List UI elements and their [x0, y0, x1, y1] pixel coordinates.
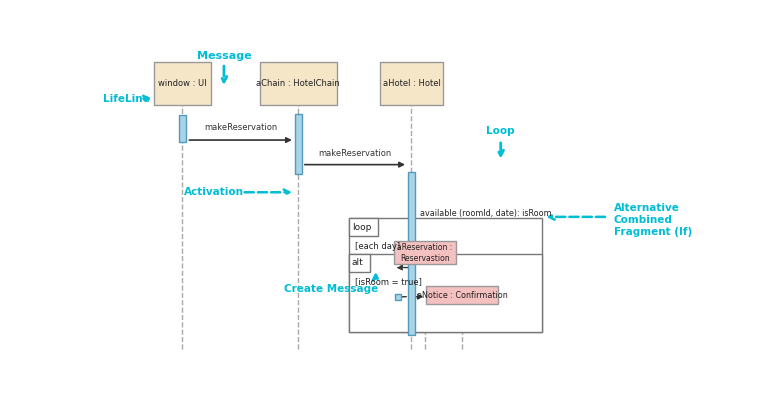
- Bar: [349, 218, 542, 332]
- Text: Activation: Activation: [184, 187, 244, 197]
- Text: loop: loop: [353, 223, 372, 232]
- Text: Message: Message: [197, 51, 251, 61]
- Text: window : UI: window : UI: [158, 79, 207, 88]
- Bar: [349, 254, 542, 332]
- Text: aChain : HotelChain: aChain : HotelChain: [257, 79, 340, 88]
- Bar: [349, 254, 370, 272]
- Text: aReservation :
Reservastion: aReservation : Reservastion: [397, 243, 452, 263]
- Text: alt: alt: [352, 258, 364, 267]
- Text: makeReservation: makeReservation: [318, 150, 392, 158]
- Bar: [295, 114, 302, 174]
- Text: aHotel : Hotel: aHotel : Hotel: [382, 79, 440, 88]
- Bar: [179, 115, 186, 142]
- Bar: [426, 286, 498, 304]
- Bar: [396, 294, 402, 300]
- Bar: [154, 62, 210, 105]
- Text: Alternative
Combined
Fragment (If): Alternative Combined Fragment (If): [614, 203, 692, 237]
- Text: [isRoom = true]: [isRoom = true]: [355, 277, 422, 286]
- Text: [each day]: [each day]: [355, 242, 400, 251]
- Text: Loop: Loop: [486, 126, 515, 136]
- Bar: [260, 62, 337, 105]
- Text: LifeLine: LifeLine: [103, 94, 150, 104]
- Text: aNotice : Confirmation: aNotice : Confirmation: [417, 291, 508, 300]
- Text: Create Message: Create Message: [284, 284, 378, 294]
- Bar: [393, 241, 456, 265]
- Bar: [408, 172, 415, 335]
- Text: makeReservation: makeReservation: [204, 123, 277, 132]
- Bar: [380, 62, 442, 105]
- Bar: [349, 218, 378, 236]
- Text: available (roomId, date): isRoom: available (roomId, date): isRoom: [420, 209, 552, 217]
